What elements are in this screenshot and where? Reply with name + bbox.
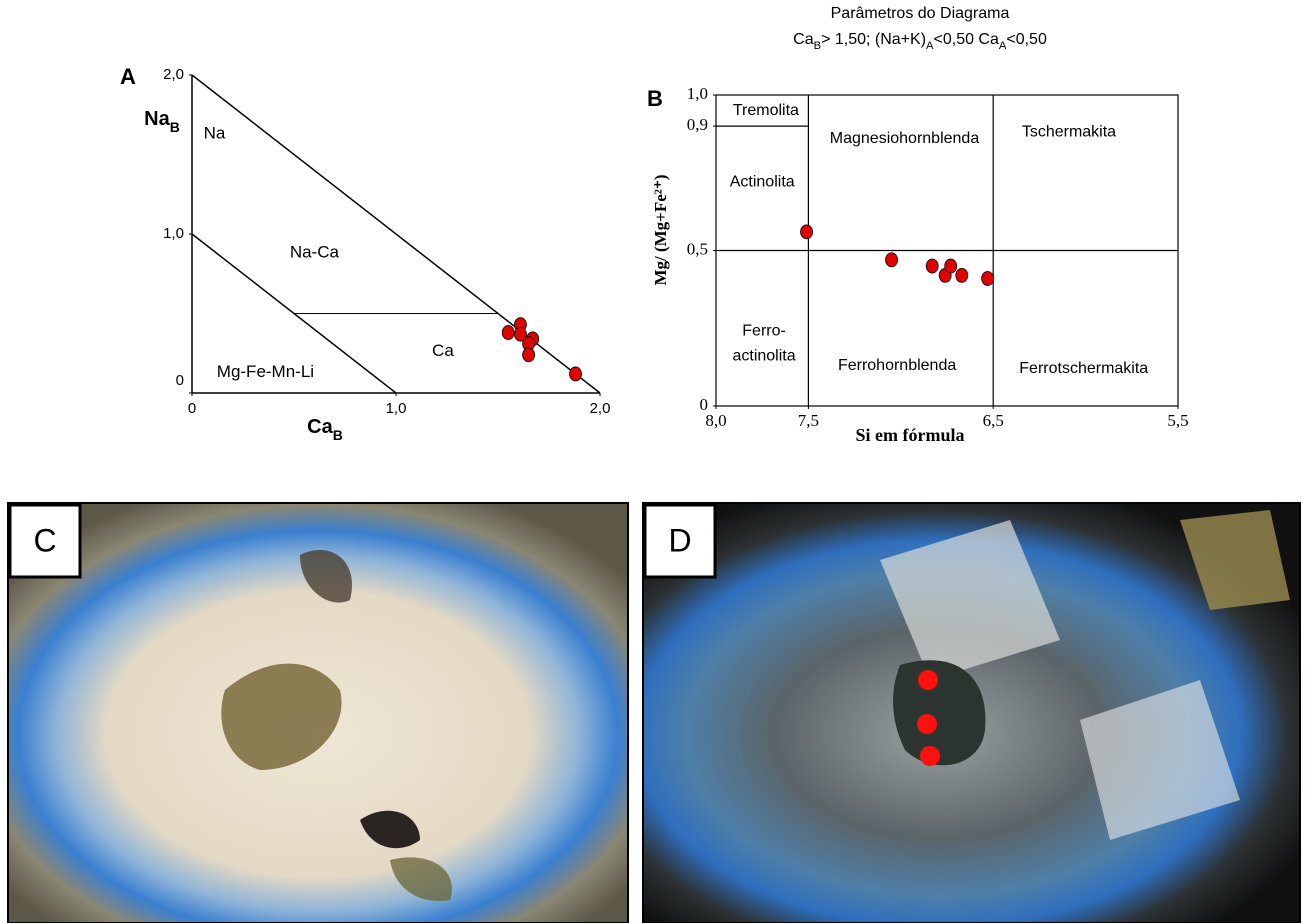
- region-label: Na: [204, 123, 226, 142]
- data-point: [570, 367, 582, 381]
- figure: C D ACaBNaB01,02,001,02,0NaNa-CaCaMg-Fe-…: [0, 0, 1306, 923]
- y-tick-label: 0: [700, 395, 709, 414]
- chart-title: Parâmetros do Diagrama: [831, 5, 1010, 22]
- x-tick-label: 0: [188, 400, 196, 417]
- photo-c: [8, 503, 628, 923]
- data-point: [945, 259, 957, 273]
- x-axis-label: Si em fórmula: [856, 425, 965, 445]
- region-label: Ferro-: [742, 323, 786, 340]
- data-point: [801, 225, 813, 239]
- y-tick-label: 1,0: [163, 225, 184, 242]
- x-tick-label: 2,0: [590, 400, 611, 417]
- chart-subtitle-part: B: [814, 40, 821, 52]
- chart-subtitle-part: <0,50 Ca: [934, 31, 999, 48]
- x-axis-label: CaB: [307, 416, 343, 442]
- region-label: actinolita: [732, 347, 795, 364]
- data-point: [886, 253, 898, 267]
- y-axis-label: NaB: [144, 108, 180, 134]
- chart-subtitle: CaB> 1,50; (Na+K)A<0,50 CaA<0,50: [793, 31, 1047, 52]
- data-point: [982, 271, 994, 285]
- x-tick-label: 6,5: [983, 411, 1004, 430]
- region-label: Actinolita: [730, 173, 795, 190]
- data-point: [523, 348, 535, 362]
- x-tick-label: 7,5: [798, 411, 819, 430]
- panel-label: D: [668, 522, 691, 558]
- chart-subtitle-part: > 1,50; (Na+K): [821, 31, 926, 48]
- photo-d: [643, 503, 1300, 923]
- y-tick-label: 0,5: [687, 239, 708, 258]
- panel-letter: A: [120, 64, 136, 89]
- region-label: Tremolita: [733, 102, 799, 119]
- y-axis-label-part: Na: [144, 108, 170, 130]
- boundary: [192, 75, 600, 393]
- region-label: Ferrotschermakita: [1019, 360, 1148, 377]
- chart-subtitle-part: <0,50: [1006, 31, 1047, 48]
- panel-label: C: [33, 522, 56, 558]
- data-point: [926, 259, 938, 273]
- chart-subtitle-part: Ca: [793, 31, 814, 48]
- x-tick-label: 1,0: [386, 400, 407, 417]
- region-label: Tschermakita: [1022, 124, 1116, 141]
- y-tick-label: 0,9: [687, 115, 708, 134]
- region-label: Ca: [432, 341, 454, 360]
- panel-letter: B: [647, 86, 663, 111]
- data-point: [502, 326, 514, 340]
- y-tick-label: 1,0: [687, 84, 708, 103]
- region-label: Na-Ca: [290, 243, 340, 262]
- region-label: Magnesiohornblenda: [830, 130, 980, 147]
- y-axis-label-part: B: [170, 119, 180, 135]
- region-label: Mg-Fe-Mn-Li: [217, 362, 314, 381]
- y-tick-label: 2,0: [163, 66, 184, 83]
- y-tick-label: 0: [176, 372, 184, 389]
- data-point: [956, 268, 968, 282]
- x-tick-label: 8,0: [705, 411, 726, 430]
- region-label: Ferrohornblenda: [838, 357, 956, 374]
- x-axis-label-part: Ca: [307, 416, 333, 438]
- x-axis-label-part: B: [333, 427, 343, 443]
- x-tick-label: 5,5: [1167, 411, 1188, 430]
- y-axis-label: Mg/ (Mg+Fe²⁺): [651, 174, 670, 285]
